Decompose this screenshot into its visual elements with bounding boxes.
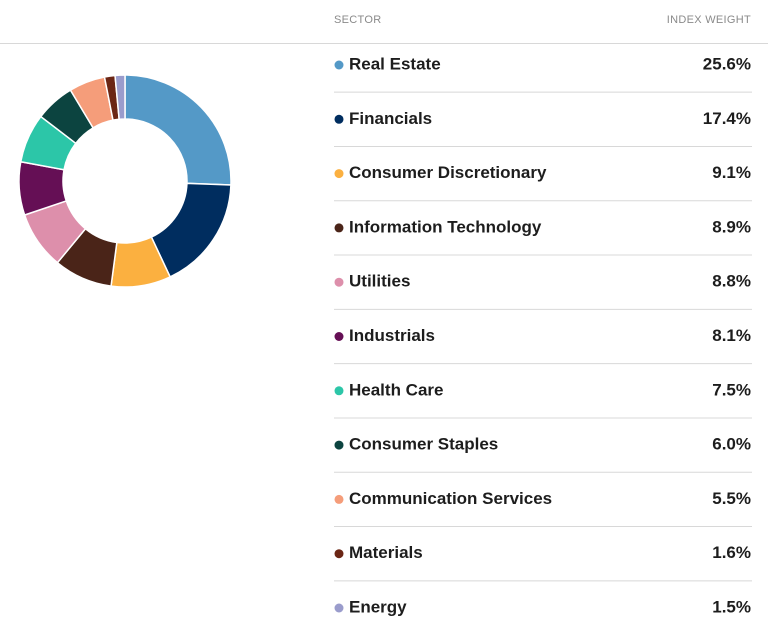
sector-name: Materials xyxy=(349,543,423,562)
weight-label: 17.4% xyxy=(703,109,751,128)
legend-marker xyxy=(334,386,344,396)
weight-label: 9.1% xyxy=(712,163,751,182)
weight-label: 25.6% xyxy=(703,54,751,73)
legend-marker xyxy=(334,332,344,341)
legend-marker xyxy=(334,169,344,179)
weight-label: 8.1% xyxy=(712,326,751,345)
sector-name: Financials xyxy=(349,109,432,128)
column-header: INDEX WEIGHT xyxy=(667,14,751,26)
weight-label: 8.9% xyxy=(712,217,751,236)
weight-label: 7.5% xyxy=(712,380,751,399)
sector-name: Consumer Discretionary xyxy=(349,163,547,182)
sector-name: Utilities xyxy=(349,272,410,291)
legend-marker xyxy=(334,603,344,613)
legend-marker xyxy=(334,60,344,70)
legend-marker xyxy=(334,114,344,124)
sector-name: Communication Services xyxy=(349,489,552,508)
sector-name: Energy xyxy=(349,597,407,616)
legend-marker xyxy=(334,549,344,559)
weight-label: 5.5% xyxy=(712,489,751,508)
weight-label: 1.6% xyxy=(712,543,751,562)
legend-marker xyxy=(334,440,344,450)
legend-marker xyxy=(334,277,344,287)
weight-label: 8.8% xyxy=(712,272,751,291)
sector-name: Health Care xyxy=(349,380,443,399)
sector-name: Consumer Staples xyxy=(349,435,498,454)
weight-label: 1.5% xyxy=(712,597,751,616)
weight-label: 6.0% xyxy=(712,435,751,454)
donut-segment xyxy=(124,74,232,186)
sector-name: Information Technology xyxy=(349,217,542,236)
legend-marker xyxy=(334,223,344,233)
column-header: SECTOR xyxy=(334,14,381,26)
legend-marker xyxy=(334,494,344,504)
donut-segment xyxy=(114,74,126,121)
sector-name: Industrials xyxy=(349,326,435,345)
sector-name: Real Estate xyxy=(349,54,441,73)
